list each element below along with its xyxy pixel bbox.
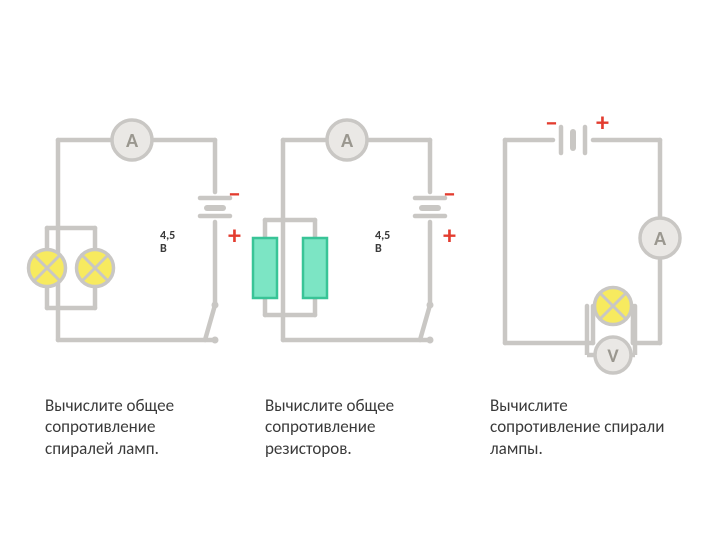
svg-text:A: A <box>654 227 667 251</box>
circuit-3: A V <box>485 110 705 390</box>
circuit3-plus: + <box>596 109 609 135</box>
circuit1-plus: + <box>228 222 241 248</box>
caption-3: Вычислите сопротивление спирали лампы. <box>490 395 680 459</box>
circuit3-minus: – <box>545 109 558 135</box>
caption-1: Вычислите общее сопротивление спиралей л… <box>45 395 225 459</box>
svg-text:A: A <box>341 129 354 153</box>
circuit1-voltage: 4,5В <box>160 230 190 255</box>
caption-2: Вычислите общее сопротивление резисторов… <box>265 395 445 459</box>
svg-text:A: A <box>126 129 139 153</box>
stage: A – + 4,5В <box>0 0 720 540</box>
circuit2-voltage: 4,5В <box>375 230 405 255</box>
circuit2-minus: – <box>443 180 456 206</box>
circuit-1: A <box>40 110 240 370</box>
circuit2-plus: + <box>443 222 456 248</box>
circuit1-minus: – <box>228 180 241 206</box>
circuit-2: A <box>265 110 465 370</box>
svg-text:V: V <box>607 345 619 368</box>
